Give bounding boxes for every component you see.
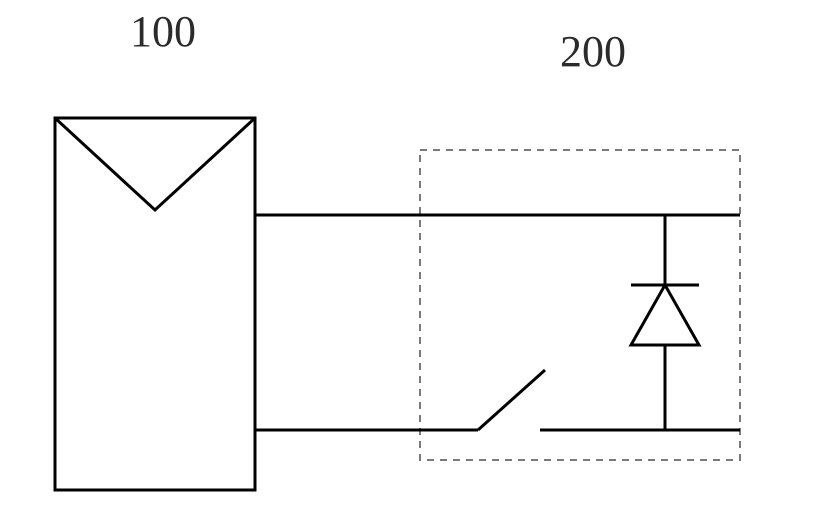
label-100: 100 — [130, 6, 196, 57]
switch-arm — [478, 370, 545, 430]
block-200-dashed-rect — [420, 150, 740, 460]
block-100-vee — [55, 118, 255, 210]
label-200: 200 — [560, 26, 626, 77]
diode-triangle-icon — [631, 285, 699, 345]
circuit-diagram — [0, 0, 838, 524]
block-100-rect — [55, 118, 255, 490]
